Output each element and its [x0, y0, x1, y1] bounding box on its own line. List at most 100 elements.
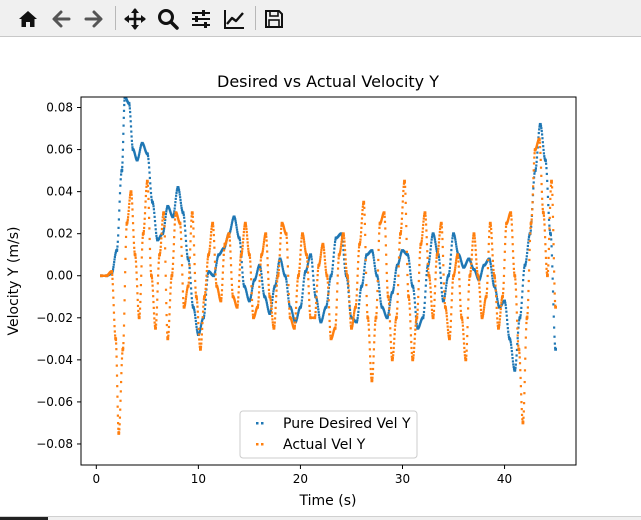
trace-dot: [254, 312, 257, 315]
trace-dot: [239, 259, 242, 262]
back-button[interactable]: [47, 5, 75, 33]
legend-label-actual: Actual Vel Y: [283, 437, 366, 453]
trace-dot: [171, 262, 175, 265]
trace-dot: [430, 300, 433, 303]
trace-dot: [421, 227, 425, 230]
trace-dot: [192, 244, 196, 247]
trace-dot: [524, 357, 527, 360]
edit-axis-button[interactable]: [220, 5, 248, 33]
trace-dot: [531, 193, 534, 196]
y-tick-label: −0.02: [36, 311, 73, 325]
trace-dot: [371, 376, 374, 379]
trace-dot: [305, 267, 309, 270]
save-button[interactable]: [260, 5, 288, 33]
trace-dot: [380, 216, 384, 220]
configure-subplots-button[interactable]: [187, 5, 215, 33]
trace-dot: [237, 285, 241, 288]
trace-dot: [468, 278, 471, 282]
trace-dot: [389, 340, 392, 344]
trace-dot: [170, 277, 173, 280]
trace-dot: [234, 219, 237, 222]
trace-dot: [135, 278, 138, 281]
plot-area[interactable]: [100, 96, 557, 435]
trace-dot: [195, 296, 198, 299]
trace-dot: [458, 278, 461, 281]
trace-dot: [418, 271, 421, 274]
trace-dot: [433, 292, 436, 295]
trace-dot: [380, 304, 383, 307]
trace-dot: [401, 200, 404, 203]
trace-dot: [550, 245, 553, 248]
trace-dot: [470, 258, 473, 261]
trace-dot: [548, 228, 551, 232]
trace-dot: [429, 251, 432, 255]
trace-dot: [346, 275, 349, 278]
trace-dot: [133, 151, 136, 154]
trace-dot: [398, 241, 401, 244]
trace-dot: [516, 340, 520, 343]
trace-dot: [118, 192, 122, 195]
trace-dot: [331, 332, 335, 335]
trace-dot: [147, 216, 151, 220]
trace-dot: [543, 229, 546, 232]
trace-dot: [497, 303, 500, 307]
trace-dot: [261, 251, 264, 254]
trace-dot: [153, 317, 156, 320]
trace-dot: [282, 269, 285, 273]
trace-dot: [295, 319, 298, 322]
trace-dot: [195, 322, 198, 326]
trace-dot: [197, 333, 201, 336]
trace-dot: [140, 256, 143, 259]
trace-dot: [408, 265, 411, 269]
trace-dot: [505, 310, 508, 313]
trace-dot: [291, 313, 294, 316]
trace-dot: [183, 220, 186, 223]
trace-dot: [554, 304, 557, 307]
trace-dot: [460, 262, 464, 265]
trace-dot: [155, 237, 158, 240]
trace-dot: [429, 295, 433, 298]
forward-button[interactable]: [80, 5, 108, 33]
trace-dot: [554, 346, 557, 349]
trace-dot: [302, 277, 306, 280]
trace-dot: [373, 334, 376, 337]
trace-dot: [398, 259, 401, 263]
home-button[interactable]: [14, 5, 42, 33]
trace-dot: [240, 260, 243, 264]
trace-dot: [349, 321, 352, 324]
zoom-button[interactable]: [154, 5, 182, 33]
trace-dot: [297, 310, 300, 313]
trace-dot: [387, 311, 390, 315]
trace-dot: [177, 187, 180, 190]
trace-dot: [154, 326, 157, 329]
trace-dot: [304, 249, 307, 252]
trace-dot: [405, 237, 408, 241]
trace-dot: [533, 152, 536, 155]
trace-dot: [509, 339, 512, 342]
trace-dot: [181, 273, 184, 276]
trace-dot: [236, 300, 240, 303]
trace-dot: [543, 157, 546, 160]
trace-dot: [393, 280, 396, 284]
trace-dot: [271, 298, 274, 302]
trace-dot: [523, 392, 526, 395]
trace-dot: [275, 295, 278, 298]
trace-dot: [215, 259, 219, 262]
trace-dot: [519, 310, 523, 314]
trace-dot: [122, 140, 125, 144]
trace-dot: [167, 325, 171, 329]
trace-dot: [437, 244, 440, 247]
trace-dot: [514, 288, 518, 291]
trace-dot: [265, 239, 268, 242]
trace-dot: [368, 341, 371, 344]
move-icon: [124, 8, 146, 30]
trace-dot: [525, 255, 528, 258]
trace-dot: [378, 293, 381, 297]
pan-button[interactable]: [121, 5, 149, 33]
trace-dot: [422, 220, 425, 223]
trace-dot: [414, 306, 417, 309]
trace-dot: [469, 272, 472, 275]
trace-dot: [523, 369, 527, 372]
trace-dot: [363, 262, 367, 265]
trace-dot: [173, 207, 176, 210]
